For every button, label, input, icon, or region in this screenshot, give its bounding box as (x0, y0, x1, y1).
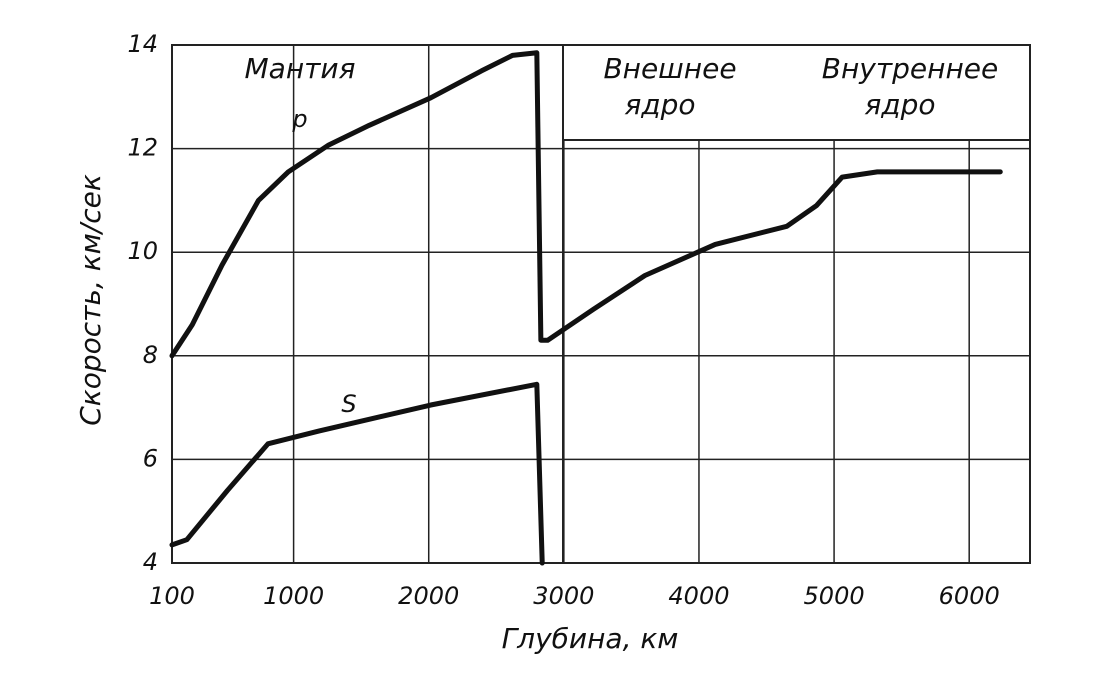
y-tick-label: 10 (127, 237, 158, 265)
x-tick-label: 1000 (263, 582, 324, 610)
y-tick-label: 8 (143, 341, 158, 369)
y-tick-label: 6 (143, 444, 158, 472)
y-tick-label: 14 (127, 30, 158, 58)
annotation: ядро (864, 88, 935, 121)
annotation: Внешнее (603, 52, 736, 85)
plot-frame (171, 44, 1031, 564)
x-tick-label: 6000 (939, 582, 1000, 610)
x-tick-label: 5000 (804, 582, 865, 610)
header-band (564, 46, 1029, 139)
line (169, 50, 1003, 359)
y-tick-label: 4 (143, 548, 158, 576)
annotation: ядро (624, 88, 695, 121)
x-tick-label: 3000 (533, 582, 594, 610)
x-tick-label: 2000 (398, 582, 459, 610)
y-axis-label: Скорость, км/сек (74, 174, 107, 426)
y-tick-label: 12 (127, 134, 158, 162)
x-axis-label: Глубина, км (502, 622, 679, 655)
x-tick-label: 4000 (668, 582, 729, 610)
series-label: p (291, 105, 307, 133)
series-label: S (341, 390, 356, 418)
annotation: Внутреннее (822, 52, 998, 85)
annotation: Мантия (245, 52, 356, 85)
x-tick-label: 100 (149, 582, 195, 610)
line (169, 381, 545, 566)
